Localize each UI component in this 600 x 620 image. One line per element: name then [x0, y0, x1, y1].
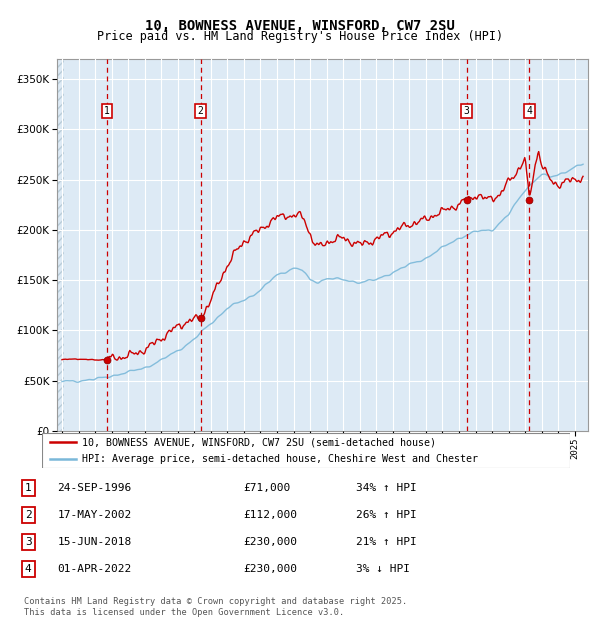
Text: 17-MAY-2002: 17-MAY-2002 [58, 510, 132, 520]
Text: Contains HM Land Registry data © Crown copyright and database right 2025.
This d: Contains HM Land Registry data © Crown c… [24, 598, 407, 617]
Bar [57, 59, 64, 431]
Text: 21% ↑ HPI: 21% ↑ HPI [356, 537, 417, 547]
Text: 34% ↑ HPI: 34% ↑ HPI [356, 483, 417, 493]
Text: HPI: Average price, semi-detached house, Cheshire West and Chester: HPI: Average price, semi-detached house,… [82, 454, 478, 464]
Text: 2: 2 [197, 106, 203, 116]
Text: 10, BOWNESS AVENUE, WINSFORD, CW7 2SU: 10, BOWNESS AVENUE, WINSFORD, CW7 2SU [145, 19, 455, 33]
Text: 3: 3 [464, 106, 470, 116]
Text: £230,000: £230,000 [244, 564, 298, 574]
Text: 15-JUN-2018: 15-JUN-2018 [58, 537, 132, 547]
Text: 4: 4 [526, 106, 532, 116]
Text: 1: 1 [25, 483, 32, 493]
Text: 4: 4 [25, 564, 32, 574]
Text: £230,000: £230,000 [244, 537, 298, 547]
Text: 10, BOWNESS AVENUE, WINSFORD, CW7 2SU (semi-detached house): 10, BOWNESS AVENUE, WINSFORD, CW7 2SU (s… [82, 437, 436, 447]
Text: 3: 3 [25, 537, 32, 547]
Text: 01-APR-2022: 01-APR-2022 [58, 564, 132, 574]
FancyBboxPatch shape [42, 433, 570, 468]
Text: 1: 1 [104, 106, 110, 116]
Text: 3% ↓ HPI: 3% ↓ HPI [356, 564, 410, 574]
Text: 2: 2 [25, 510, 32, 520]
Text: £112,000: £112,000 [244, 510, 298, 520]
Text: Price paid vs. HM Land Registry's House Price Index (HPI): Price paid vs. HM Land Registry's House … [97, 30, 503, 43]
Text: 24-SEP-1996: 24-SEP-1996 [58, 483, 132, 493]
Text: £71,000: £71,000 [244, 483, 291, 493]
Text: 26% ↑ HPI: 26% ↑ HPI [356, 510, 417, 520]
